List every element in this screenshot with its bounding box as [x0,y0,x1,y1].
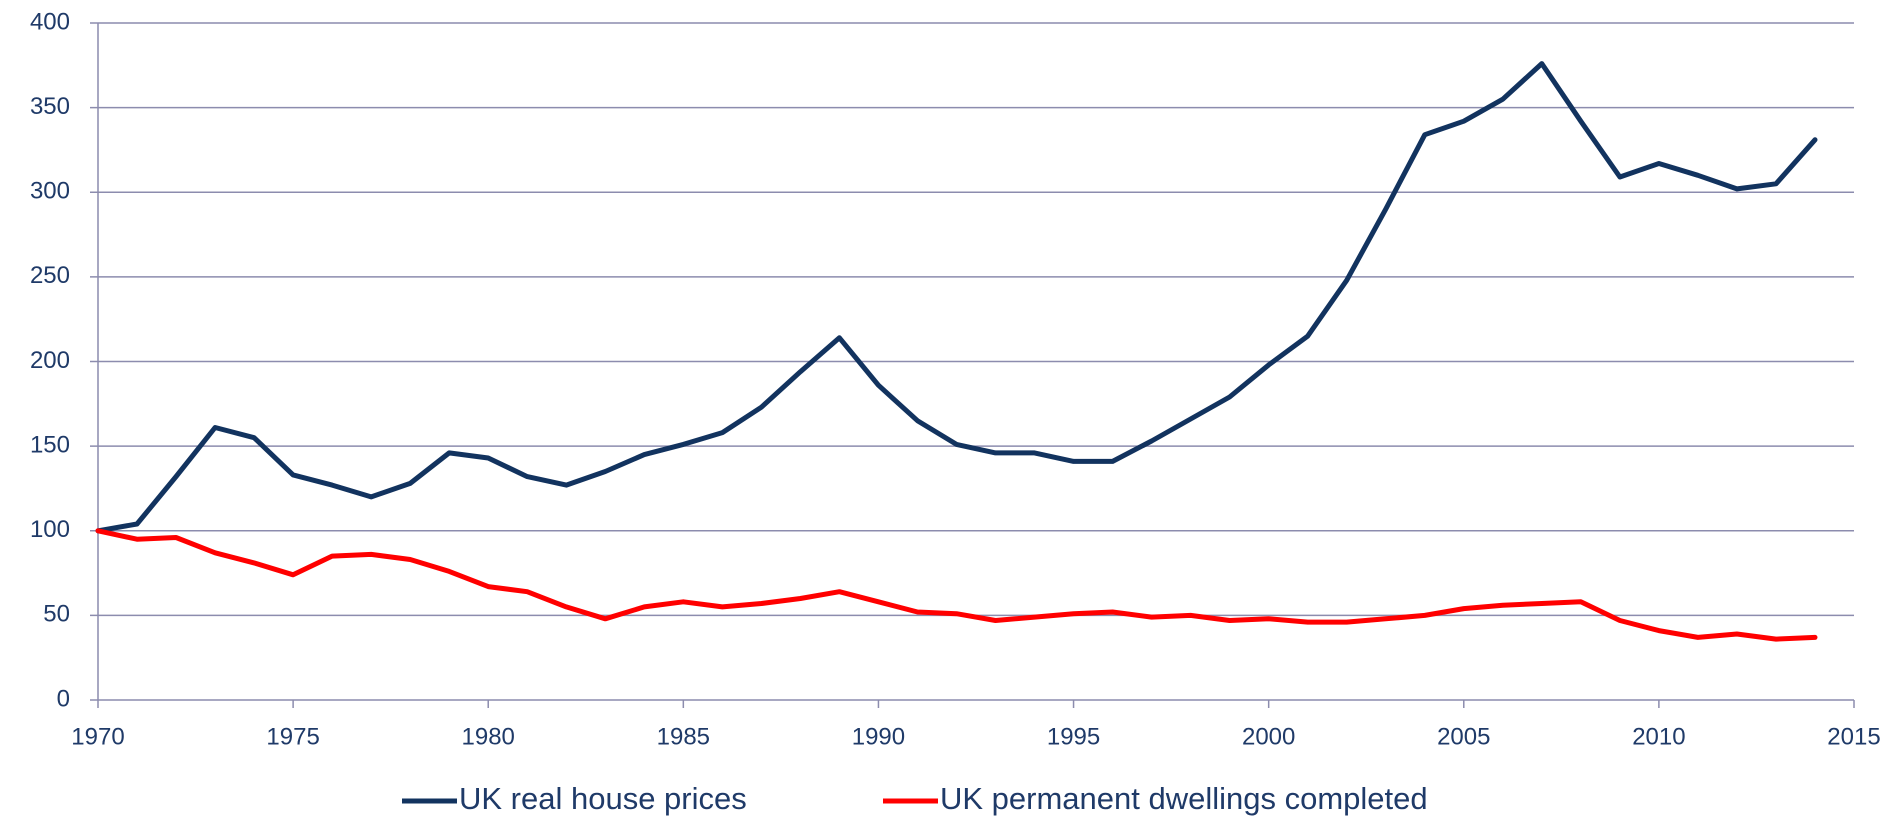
x-tick-label: 1970 [71,723,124,750]
x-tick-label: 2000 [1242,723,1295,750]
y-tick-label: 300 [30,178,70,205]
x-tick-label: 1990 [852,723,905,750]
y-tick-label: 100 [30,516,70,543]
x-tick-label: 2010 [1632,723,1685,750]
series-line [95,528,1818,642]
y-tick-label: 200 [30,347,70,374]
x-tick-label: 2005 [1437,723,1490,750]
y-tick-label: 400 [30,8,70,35]
legend-label: UK permanent dwellings completed [940,781,1428,816]
x-tick-label: 1980 [462,723,515,750]
x-tick-label: 1995 [1047,723,1100,750]
legend-label: UK real house prices [459,781,747,816]
x-tick-label: 1985 [657,723,710,750]
y-tick-label: 250 [30,262,70,289]
series-line [95,61,1818,534]
x-tick-label: 1975 [266,723,319,750]
y-tick-label: 50 [43,601,70,628]
legend: UK real house prices UK permanent dwellin… [402,781,1428,816]
y-tick-label: 350 [30,93,70,120]
x-tick-label: 2015 [1827,723,1880,750]
y-tick-label: 150 [30,431,70,458]
y-tick-label: 0 [57,685,70,712]
